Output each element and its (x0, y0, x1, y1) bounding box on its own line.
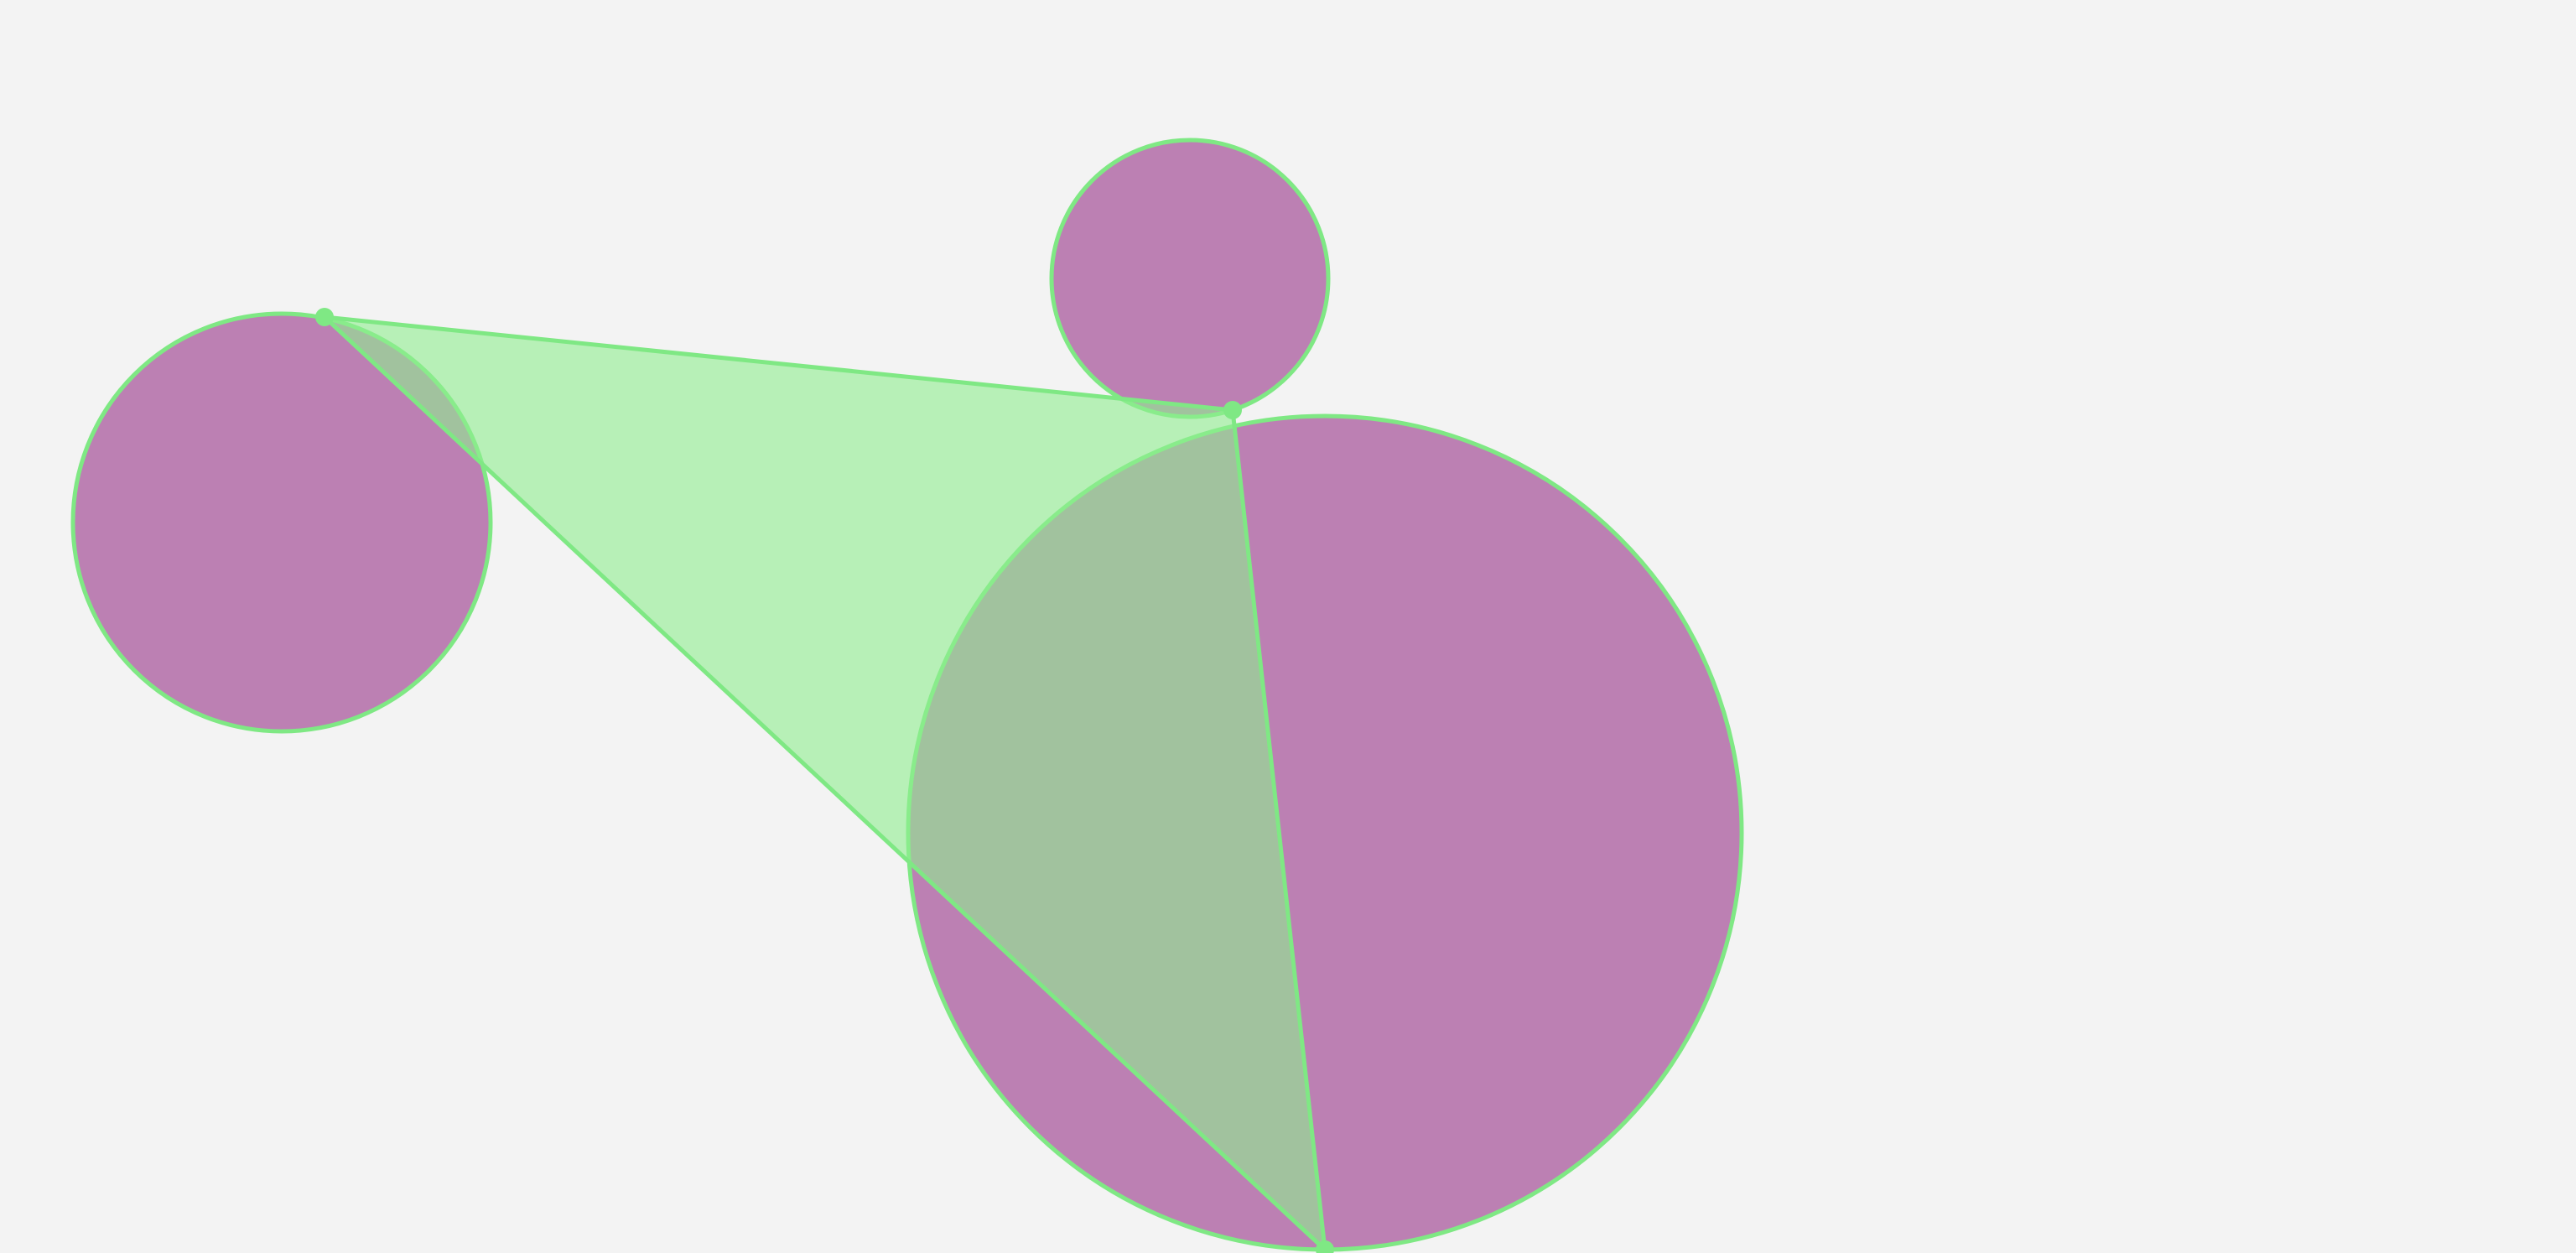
circle-top (1049, 138, 1331, 419)
vertex-b[interactable] (1223, 401, 1242, 419)
triangle-shape (322, 315, 1327, 1252)
vertex-a[interactable] (315, 308, 334, 326)
circle-left (70, 311, 493, 734)
vertex-c[interactable] (1316, 1240, 1334, 1253)
